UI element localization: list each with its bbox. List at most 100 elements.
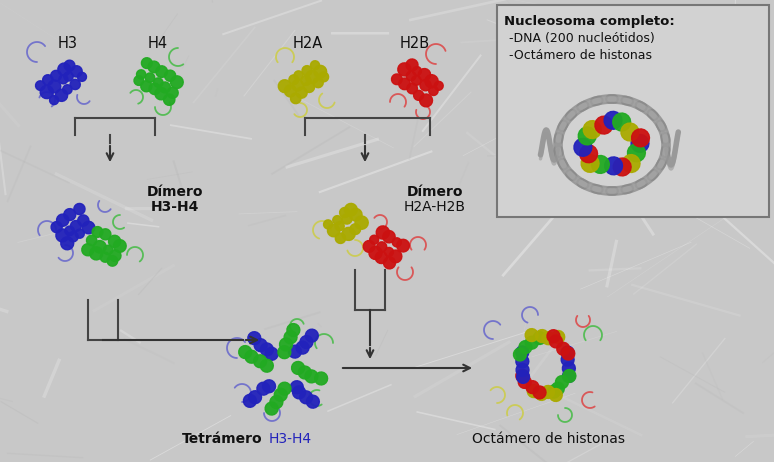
Polygon shape (64, 60, 75, 71)
Polygon shape (296, 341, 309, 354)
Polygon shape (376, 226, 389, 239)
Polygon shape (58, 63, 70, 76)
Polygon shape (413, 67, 422, 76)
Polygon shape (305, 370, 318, 383)
Polygon shape (313, 78, 324, 88)
Polygon shape (595, 116, 613, 134)
Polygon shape (153, 78, 163, 87)
Polygon shape (574, 138, 592, 156)
Text: Nucleosoma completo:: Nucleosoma completo: (504, 15, 675, 28)
Polygon shape (310, 61, 320, 70)
Polygon shape (563, 362, 575, 375)
Polygon shape (254, 339, 267, 352)
Polygon shape (542, 385, 554, 398)
Polygon shape (533, 332, 546, 345)
Polygon shape (244, 395, 256, 407)
Polygon shape (550, 389, 562, 401)
Polygon shape (101, 252, 110, 262)
Polygon shape (344, 203, 358, 216)
Polygon shape (257, 382, 270, 395)
Polygon shape (516, 369, 529, 382)
Polygon shape (342, 227, 355, 240)
Polygon shape (141, 81, 152, 92)
Polygon shape (78, 215, 89, 226)
Polygon shape (278, 346, 291, 359)
Polygon shape (580, 145, 598, 163)
Polygon shape (107, 255, 118, 266)
Polygon shape (613, 158, 631, 176)
Polygon shape (335, 233, 346, 243)
Polygon shape (556, 376, 568, 389)
Text: -DNA (200 nucleótidos): -DNA (200 nucleótidos) (509, 32, 655, 45)
Polygon shape (261, 343, 273, 356)
Polygon shape (245, 350, 258, 363)
Polygon shape (239, 346, 252, 359)
Polygon shape (526, 328, 538, 341)
Polygon shape (270, 395, 283, 408)
Polygon shape (40, 85, 53, 99)
Polygon shape (340, 207, 350, 218)
Polygon shape (562, 347, 575, 360)
Polygon shape (51, 70, 61, 81)
Polygon shape (578, 127, 596, 145)
Polygon shape (535, 388, 548, 401)
Polygon shape (64, 72, 74, 81)
Text: H3-H4: H3-H4 (151, 200, 199, 214)
Polygon shape (314, 65, 327, 78)
Polygon shape (412, 76, 421, 85)
Polygon shape (48, 80, 61, 93)
Polygon shape (335, 222, 344, 231)
Polygon shape (542, 332, 555, 345)
Polygon shape (420, 94, 433, 107)
Polygon shape (289, 345, 301, 358)
Polygon shape (621, 123, 639, 141)
Bar (497, 5, 769, 217)
Polygon shape (420, 79, 431, 91)
Polygon shape (516, 355, 529, 368)
Polygon shape (63, 85, 72, 94)
Text: H2B: H2B (400, 36, 430, 50)
Polygon shape (265, 402, 278, 415)
Polygon shape (170, 76, 183, 89)
Polygon shape (591, 156, 609, 173)
Polygon shape (604, 157, 622, 175)
Polygon shape (632, 129, 649, 147)
Polygon shape (149, 83, 160, 95)
Polygon shape (581, 154, 599, 172)
Polygon shape (290, 381, 303, 394)
Polygon shape (517, 371, 529, 383)
Polygon shape (429, 86, 438, 96)
Polygon shape (622, 155, 640, 172)
Polygon shape (248, 391, 262, 404)
Polygon shape (82, 221, 95, 234)
Polygon shape (292, 79, 303, 91)
Polygon shape (296, 87, 307, 98)
Polygon shape (527, 385, 540, 398)
Polygon shape (306, 70, 319, 84)
Polygon shape (299, 366, 311, 379)
Polygon shape (146, 73, 155, 82)
Polygon shape (293, 386, 306, 399)
Polygon shape (584, 121, 601, 139)
Text: H3: H3 (58, 36, 78, 50)
Polygon shape (561, 353, 574, 366)
Polygon shape (557, 342, 570, 355)
Polygon shape (51, 222, 62, 233)
Polygon shape (398, 63, 411, 76)
Text: H3-H4: H3-H4 (269, 432, 312, 446)
Polygon shape (59, 75, 68, 84)
Polygon shape (300, 391, 313, 404)
Text: H4: H4 (148, 36, 168, 50)
Polygon shape (383, 231, 396, 243)
Polygon shape (292, 361, 304, 374)
Polygon shape (87, 235, 97, 246)
Polygon shape (363, 241, 375, 252)
Polygon shape (74, 203, 85, 215)
Text: Dímero: Dímero (147, 185, 204, 199)
Polygon shape (561, 346, 574, 359)
Text: -Octámero de histonas: -Octámero de histonas (509, 49, 652, 62)
Polygon shape (265, 347, 278, 360)
Polygon shape (552, 330, 565, 343)
Polygon shape (159, 82, 170, 93)
Polygon shape (384, 257, 396, 269)
